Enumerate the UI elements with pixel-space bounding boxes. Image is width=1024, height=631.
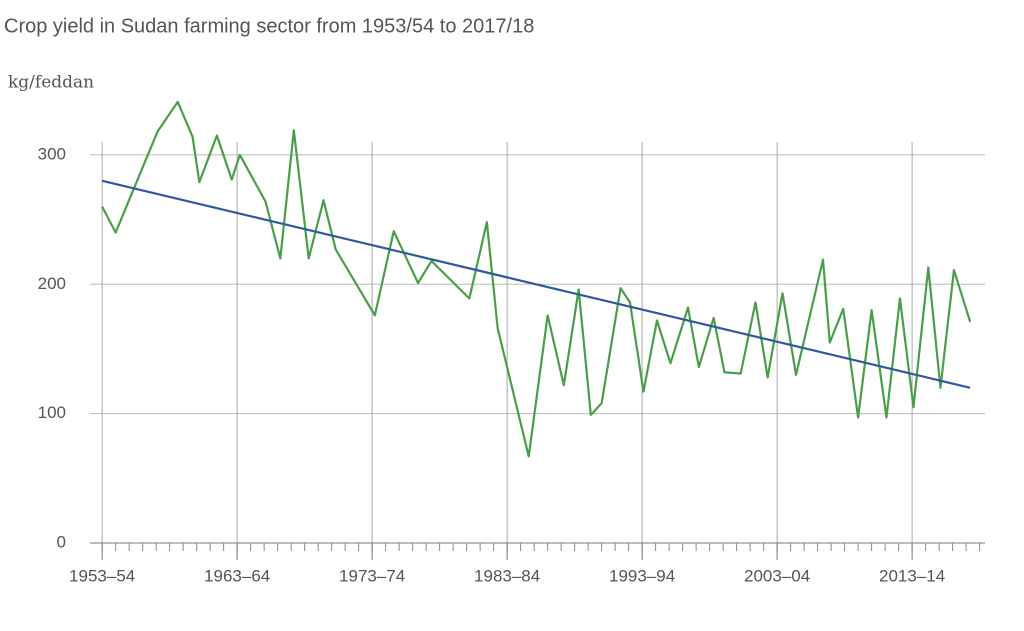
series-line	[101, 179, 971, 389]
y-axis-label: kg/feddan	[8, 73, 94, 93]
y-tick-label: 0	[57, 532, 66, 551]
x-tick-label: 1953–54	[69, 566, 135, 585]
x-tick-label: 1983–84	[474, 566, 540, 585]
series-line	[101, 100, 972, 458]
x-tick-label: 2013–14	[879, 566, 945, 585]
y-tick-label: 300	[38, 144, 66, 163]
x-tick-label: 1973–74	[339, 566, 405, 585]
y-tick-label: 200	[38, 274, 66, 293]
x-tick-label: 1963–64	[204, 566, 270, 585]
y-tick-label: 100	[38, 403, 66, 422]
x-tick-label: 1993–94	[609, 566, 675, 585]
chart-title: Crop yield in Sudan farming sector from …	[4, 15, 534, 37]
x-tick-label: 2003–04	[744, 566, 810, 585]
